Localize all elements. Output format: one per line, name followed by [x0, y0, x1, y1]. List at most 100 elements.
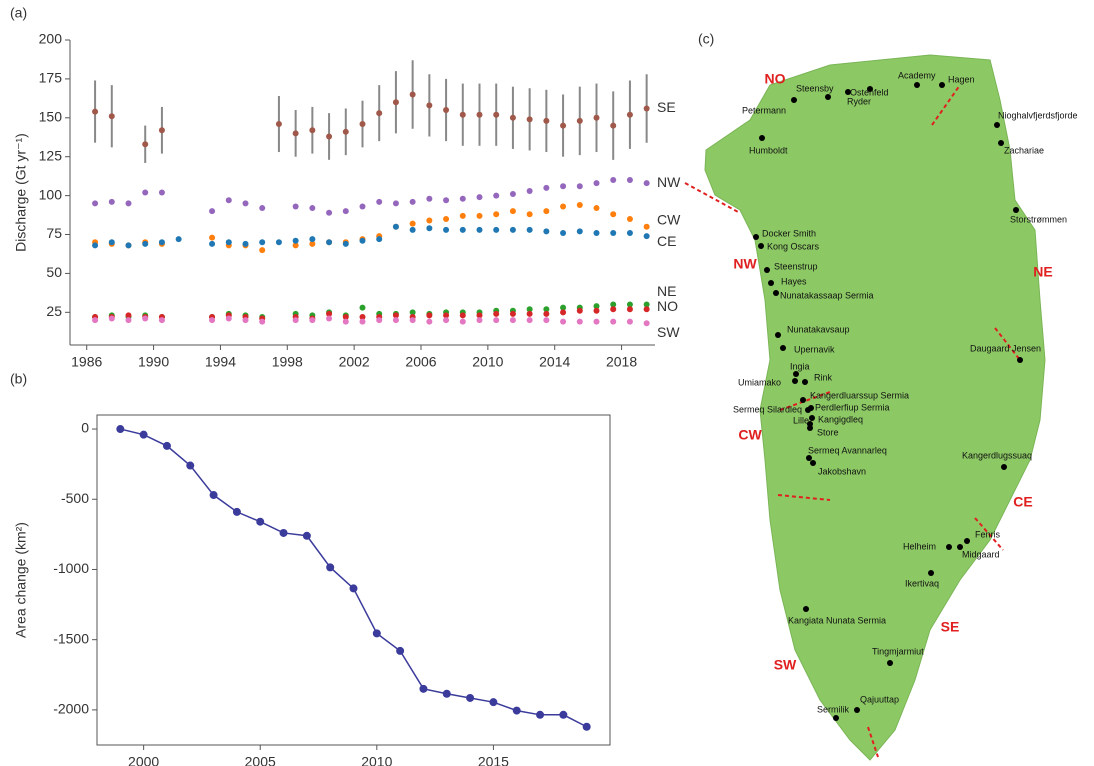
point	[108, 315, 115, 322]
panel-label: (a)	[10, 5, 27, 21]
point	[459, 312, 466, 319]
glacier-label: Hagen	[948, 74, 975, 84]
x-tick-label: 2010	[361, 754, 392, 766]
point	[309, 317, 316, 324]
point	[162, 441, 171, 450]
y-tick-label: 0	[81, 420, 89, 436]
point	[543, 317, 550, 324]
point	[232, 507, 241, 516]
glacier-label: Sermilik	[817, 704, 850, 714]
point	[142, 315, 149, 322]
point	[309, 127, 316, 134]
glacier-dot	[806, 455, 812, 461]
x-tick-label: 2005	[245, 754, 276, 766]
point	[186, 461, 195, 470]
glacier-label: Kangiata Nunata Sermia	[788, 615, 886, 625]
point	[259, 318, 266, 325]
point	[459, 195, 466, 202]
point	[576, 307, 583, 314]
glacier-label: Storstrømmen	[1010, 214, 1067, 224]
glacier-label: Qajuuttap	[860, 694, 899, 704]
glacier-label: Tingmjarmiut	[872, 646, 924, 656]
point	[376, 236, 383, 243]
glacier-label: Zachariae	[1004, 145, 1044, 155]
point	[209, 208, 216, 215]
region-label: SW	[774, 657, 797, 673]
point	[560, 203, 567, 210]
x-tick-label: 2015	[478, 754, 509, 766]
glacier-label: Steensby	[796, 83, 834, 93]
y-tick-label: 150	[39, 109, 63, 125]
point	[459, 226, 466, 233]
x-tick-label: 2000	[128, 754, 159, 766]
x-tick-label: 2014	[539, 354, 570, 370]
point	[443, 107, 450, 114]
point	[526, 317, 533, 324]
point	[509, 191, 516, 198]
point	[626, 306, 633, 313]
point	[526, 310, 533, 317]
point	[476, 317, 483, 324]
point	[626, 111, 633, 118]
point	[142, 189, 149, 196]
y-tick-label: 125	[39, 147, 63, 163]
point	[342, 208, 349, 215]
y-tick-label: 50	[46, 264, 62, 280]
glacier-dot	[759, 135, 765, 141]
point	[342, 128, 349, 135]
point	[559, 710, 568, 719]
glacier-dot	[854, 707, 860, 713]
glacier-dot	[803, 606, 809, 612]
plot-frame	[96, 414, 611, 746]
point	[409, 91, 416, 98]
point	[476, 111, 483, 118]
point	[259, 247, 266, 254]
point	[526, 211, 533, 218]
point	[610, 177, 617, 184]
point	[593, 303, 600, 310]
point	[509, 317, 516, 324]
point	[92, 200, 99, 207]
glacier-label: Jakobshavn	[818, 466, 866, 476]
y-tick-label: 100	[39, 186, 63, 202]
glacier-dot	[753, 234, 759, 240]
region-label: SE	[941, 619, 960, 635]
glacier-label: Docker Smith	[762, 228, 816, 238]
point	[392, 317, 399, 324]
glacier-dot	[928, 570, 934, 576]
point	[560, 122, 567, 129]
panel-label: (b)	[10, 371, 27, 387]
point	[125, 242, 132, 249]
point	[326, 315, 333, 322]
point	[560, 183, 567, 190]
point	[349, 584, 358, 593]
point	[225, 315, 232, 322]
point	[643, 105, 650, 112]
point	[158, 189, 165, 196]
point	[225, 197, 232, 204]
glacier-label: Hayes	[781, 276, 807, 286]
point	[576, 318, 583, 325]
point	[526, 116, 533, 123]
point	[626, 318, 633, 325]
glacier-dot	[764, 267, 770, 273]
x-tick-label: 2010	[472, 354, 503, 370]
glacier-label: Ostenfeld	[850, 87, 889, 97]
point	[443, 312, 450, 319]
glacier-dot	[807, 425, 813, 431]
point	[543, 208, 550, 215]
point	[610, 211, 617, 218]
point	[409, 220, 416, 227]
point	[493, 192, 500, 199]
glacier-dot	[1017, 357, 1023, 363]
point	[259, 239, 266, 246]
x-tick-label: 1998	[272, 354, 303, 370]
glacier-label: Ryder	[847, 96, 871, 106]
point	[108, 198, 115, 205]
glacier-dot	[808, 405, 814, 411]
glacier-label: Midgaard	[962, 549, 1000, 559]
glacier-label: Store	[817, 427, 839, 437]
point	[309, 236, 316, 243]
glacier-dot	[994, 122, 1000, 128]
point	[409, 226, 416, 233]
